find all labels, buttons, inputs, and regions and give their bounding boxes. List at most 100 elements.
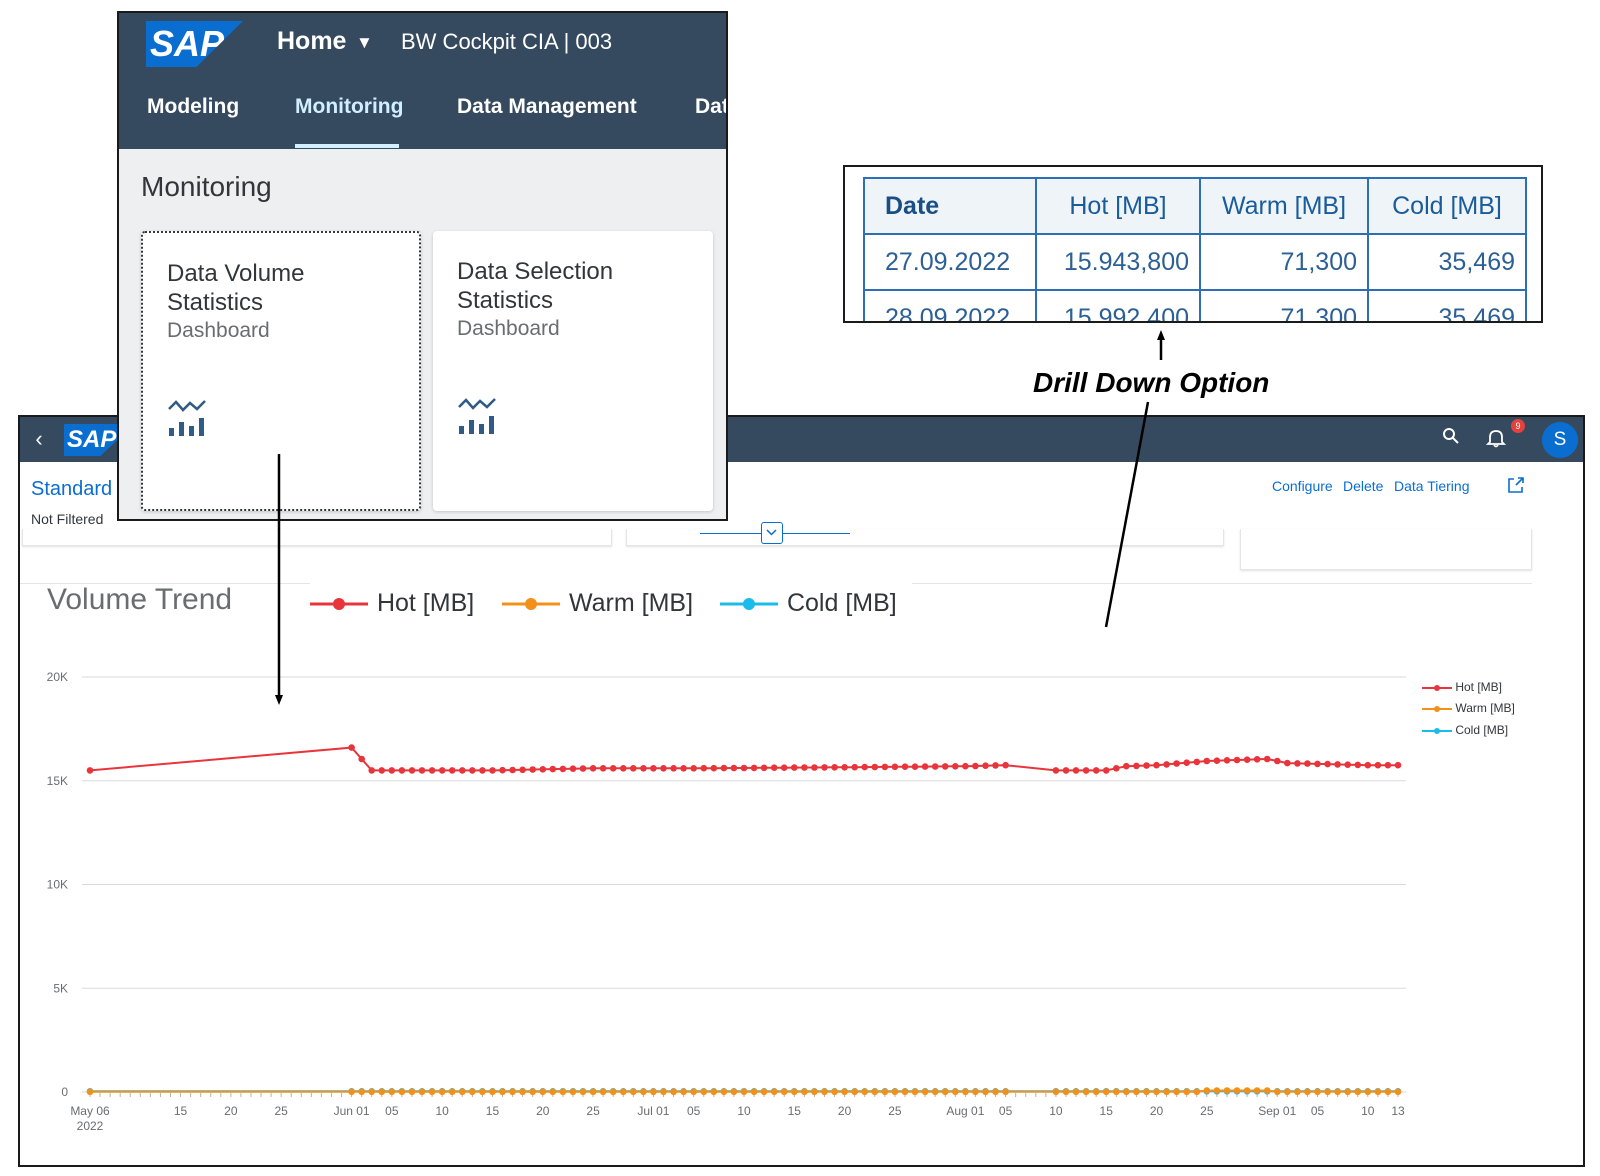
data-point: [1133, 762, 1140, 770]
data-point: [579, 765, 587, 772]
data-point: [1203, 1087, 1211, 1094]
search-icon[interactable]: [1440, 427, 1462, 451]
data-point: [348, 1088, 355, 1096]
data-point: [962, 1088, 969, 1096]
volume-trend-chart[interactable]: 0 5K 10K 15K 20K May 06 15 20 25 Jun 01 05 10 15 20 25…: [20, 637, 1420, 1157]
data-point: [549, 765, 557, 773]
sap-logo[interactable]: SAP: [146, 21, 243, 67]
data-point: [660, 1088, 667, 1096]
col-header-warm[interactable]: Warm [MB]: [1199, 177, 1369, 235]
legend-small-hot[interactable]: Hot [MB]: [1422, 680, 1502, 694]
data-point: [1203, 757, 1211, 765]
legend-small-warm[interactable]: Warm [MB]: [1422, 701, 1515, 715]
kpi-card: [22, 529, 612, 546]
home-menu[interactable]: Home: [277, 27, 347, 55]
data-point: [398, 1088, 406, 1096]
launchpad-shell-bar: SAP Home ▼ BW Cockpit CIA | 003 Modeling…: [119, 13, 726, 149]
data-point: [992, 1088, 999, 1096]
tab-monitoring[interactable]: Monitoring: [295, 95, 404, 118]
delete-link[interactable]: Delete: [1343, 478, 1384, 494]
x-tick-label: 20: [838, 1104, 852, 1118]
x-tick-label: 25: [586, 1104, 600, 1118]
x-tick-label: 15: [174, 1104, 188, 1118]
data-point: [418, 1088, 426, 1096]
data-point: [770, 764, 778, 771]
data-point: [690, 765, 697, 772]
col-header-hot[interactable]: Hot [MB]: [1035, 177, 1201, 235]
caret-down-icon[interactable]: ▼: [356, 33, 373, 52]
data-point: [358, 755, 366, 763]
data-point: [700, 764, 708, 772]
y-tick-label: 15K: [47, 774, 68, 788]
share-icon[interactable]: [1506, 475, 1526, 500]
data-point: [1263, 755, 1271, 763]
data-point: [609, 1088, 617, 1096]
data-point: [479, 1088, 486, 1096]
data-point: [589, 765, 597, 772]
tile-data-volume-statistics[interactable]: Data Volume Statistics Dashboard: [141, 231, 421, 511]
tab-data-management[interactable]: Data Management: [457, 95, 637, 118]
data-tiering-link[interactable]: Data Tiering: [1394, 478, 1470, 494]
data-point: [1374, 761, 1382, 769]
data-point: [760, 1088, 768, 1096]
configure-link[interactable]: Configure: [1272, 478, 1333, 494]
data-point: [811, 1088, 818, 1096]
legend-warm[interactable]: Warm [MB]: [502, 587, 693, 619]
tab-modeling[interactable]: Modeling: [147, 95, 240, 118]
data-point: [700, 1088, 708, 1096]
x-tick-label: 15: [486, 1104, 500, 1118]
legend-warm-label: Warm [MB]: [568, 589, 694, 617]
data-point: [780, 1088, 788, 1096]
bell-icon[interactable]: [1485, 428, 1508, 450]
filter-status: Not Filtered: [31, 511, 104, 527]
data-point: [499, 766, 506, 774]
avatar[interactable]: S: [1542, 422, 1578, 458]
variant-title[interactable]: Standard: [31, 478, 113, 500]
legend-cold[interactable]: Cold [MB]: [720, 587, 897, 619]
tile-title: Data Selection Statistics: [457, 257, 613, 315]
data-point: [891, 763, 899, 771]
data-point: [1294, 1088, 1301, 1096]
data-point: [780, 764, 788, 771]
cell-warm: 71,300: [1199, 289, 1369, 321]
data-point: [489, 767, 496, 774]
x-tick-label: 25: [274, 1104, 288, 1118]
data-point: [1052, 767, 1060, 774]
chevron-down-icon[interactable]: [761, 522, 783, 544]
data-point: [680, 1088, 687, 1096]
back-chevron-icon[interactable]: ‹: [35, 426, 43, 451]
data-point: [1092, 1088, 1100, 1096]
tile-title: Data Volume Statistics: [167, 259, 304, 317]
data-point: [519, 1088, 526, 1096]
tile-title-line2: Statistics: [457, 287, 554, 314]
data-point: [931, 1088, 939, 1096]
data-point: [640, 1088, 647, 1096]
data-point: [378, 1088, 386, 1096]
data-point: [821, 1088, 828, 1096]
data-point: [821, 764, 828, 771]
table-row[interactable]: 28.09.2022 15.992,400 71,300 35,469: [863, 289, 1527, 321]
cell-warm: 71,300: [1199, 233, 1369, 291]
col-header-date[interactable]: Date: [863, 177, 1037, 235]
data-point: [801, 1088, 808, 1096]
data-point: [750, 764, 758, 772]
data-point: [539, 766, 547, 773]
legend-small-cold[interactable]: Cold [MB]: [1422, 723, 1508, 737]
data-point: [1102, 767, 1110, 774]
legend-hot[interactable]: Hot [MB]: [310, 587, 474, 619]
drill-down-table: Date Hot [MB] Warm [MB] Cold [MB] 27.09.…: [863, 177, 1527, 321]
data-point: [1354, 761, 1362, 769]
data-point: [861, 1088, 868, 1096]
data-point: [660, 765, 667, 772]
data-point: [86, 1088, 94, 1096]
data-point: [1284, 759, 1291, 767]
tile-data-selection-statistics[interactable]: Data Selection Statistics Dashboard: [433, 231, 713, 511]
data-point: [972, 1088, 979, 1096]
data-point: [1062, 767, 1070, 774]
data-point: [1002, 1088, 1009, 1096]
data-point: [730, 1088, 738, 1096]
tab-data-truncated[interactable]: Dat: [695, 95, 728, 118]
table-row[interactable]: 27.09.2022 15.943,800 71,300 35,469: [863, 233, 1527, 291]
col-header-cold[interactable]: Cold [MB]: [1367, 177, 1527, 235]
x-tick-label: 25: [1200, 1104, 1214, 1118]
